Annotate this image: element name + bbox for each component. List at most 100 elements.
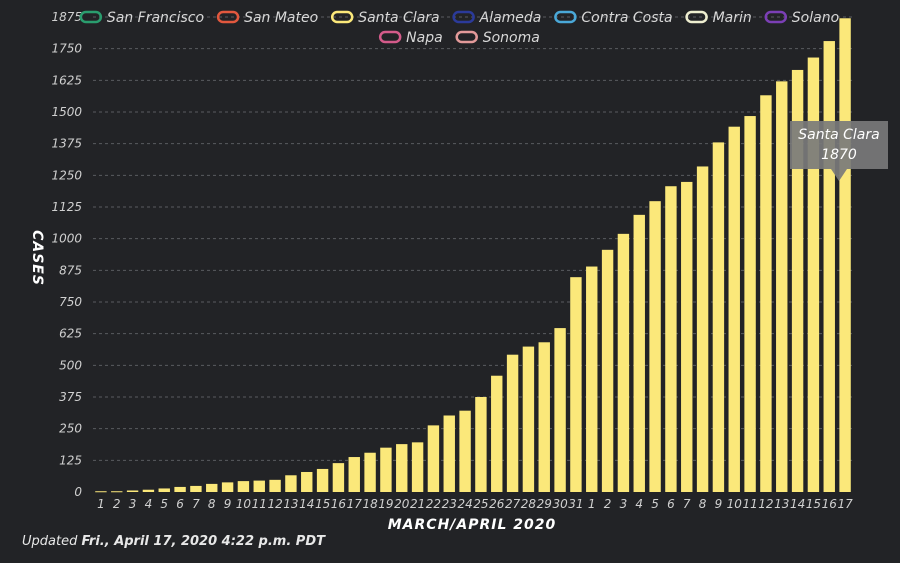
y-axis-ticks: 0 125 250 375 500 625 750 875 1000 1125 1250 1375 15… <box>51 10 82 499</box>
legend-item[interactable]: Napa <box>378 30 443 46</box>
bar[interactable] <box>126 490 139 492</box>
bar[interactable] <box>142 489 155 492</box>
legend-item[interactable]: Sonoma <box>455 30 540 46</box>
bar[interactable] <box>475 397 487 492</box>
bar[interactable] <box>633 214 645 492</box>
bar[interactable] <box>744 116 756 492</box>
tooltip-value: 1870 <box>821 147 857 163</box>
bar[interactable] <box>174 486 186 492</box>
y-tick-label: 750 <box>59 295 82 309</box>
x-tick-label: 15 <box>315 497 330 511</box>
legend-item[interactable]: Marin <box>685 10 752 26</box>
legend-label: Santa Clara <box>358 10 439 26</box>
y-tick-label: 1000 <box>51 232 82 246</box>
x-tick-label: 12 <box>758 497 773 511</box>
y-tick-label: 1750 <box>51 42 82 56</box>
bar[interactable] <box>586 266 598 492</box>
x-tick-label: 7 <box>192 497 200 511</box>
x-tick-label: 14 <box>790 497 805 511</box>
x-tick-label: 3 <box>620 497 628 511</box>
bar[interactable] <box>364 452 376 492</box>
bar[interactable] <box>443 415 455 492</box>
bar[interactable] <box>791 69 804 493</box>
bar[interactable] <box>237 481 250 492</box>
footer-date: Fri., April 17, 2020 4:22 p.m. PDT <box>81 534 325 549</box>
y-axis-title: CASES <box>29 230 45 286</box>
legend-item[interactable]: Contra Costa <box>554 10 673 26</box>
x-tick-label: 2 <box>113 497 121 511</box>
y-tick-label: 1625 <box>51 73 82 87</box>
x-tick-label: 13 <box>774 497 789 511</box>
bar[interactable] <box>221 482 234 492</box>
bar[interactable] <box>839 18 851 493</box>
x-tick-label: 2 <box>604 497 612 511</box>
bar[interactable] <box>253 480 265 492</box>
bar[interactable] <box>348 457 360 492</box>
bar[interactable] <box>380 447 392 492</box>
bar[interactable] <box>95 491 107 493</box>
y-tick-label: 1125 <box>51 200 82 214</box>
x-tick-label: 1 <box>588 497 596 511</box>
x-tick-label: 3 <box>129 497 137 511</box>
bar[interactable] <box>570 277 582 492</box>
bar[interactable] <box>696 166 709 492</box>
x-tick-label: 28 <box>521 497 537 511</box>
bar[interactable] <box>538 342 550 492</box>
x-tick-label: 13 <box>283 497 298 511</box>
bar[interactable] <box>506 354 519 492</box>
bar[interactable] <box>760 95 772 492</box>
x-tick-label: 16 <box>331 497 347 511</box>
y-tick-label: 125 <box>59 453 82 467</box>
bar[interactable] <box>427 425 440 492</box>
x-tick-label: 14 <box>299 497 314 511</box>
bar[interactable] <box>807 57 820 493</box>
bar[interactable] <box>665 186 677 492</box>
x-tick-label: 1 <box>97 497 105 511</box>
legend-item[interactable]: San Mateo <box>216 10 318 26</box>
x-tick-label: 4 <box>145 497 153 511</box>
legend-label: Solano <box>792 10 839 26</box>
bar[interactable] <box>554 328 566 492</box>
bar[interactable] <box>316 468 329 492</box>
bar[interactable] <box>491 375 503 492</box>
bar[interactable] <box>776 81 788 492</box>
legend-item[interactable]: Alameda <box>452 10 542 26</box>
x-tick-label: 29 <box>537 497 552 511</box>
bar[interactable] <box>158 488 170 492</box>
bar[interactable] <box>206 483 218 492</box>
legend-item[interactable]: Santa Clara <box>330 10 440 26</box>
legend: San Francisco San Mateo Santa Clara Alameda… <box>79 10 839 46</box>
legend-item[interactable]: Solano <box>764 10 839 26</box>
bar[interactable] <box>396 444 408 492</box>
legend-item[interactable]: San Francisco <box>79 10 204 26</box>
bar[interactable] <box>522 346 535 492</box>
y-tick-label: 625 <box>59 327 82 341</box>
bar[interactable] <box>411 442 424 492</box>
bar[interactable] <box>111 491 123 493</box>
legend-label: San Mateo <box>244 10 318 26</box>
bar[interactable] <box>649 201 661 492</box>
bar[interactable] <box>285 475 297 492</box>
bar[interactable] <box>459 410 471 492</box>
x-tick-label: 22 <box>426 497 441 511</box>
bar[interactable] <box>601 249 614 492</box>
bar[interactable] <box>617 233 630 492</box>
bar[interactable] <box>728 126 740 493</box>
x-tick-label: 26 <box>489 497 505 511</box>
bar[interactable] <box>190 485 202 492</box>
x-tick-label: 27 <box>505 497 521 511</box>
bar[interactable] <box>301 471 313 492</box>
bar[interactable] <box>269 479 281 492</box>
y-tick-label: 375 <box>59 390 82 404</box>
bar[interactable] <box>823 41 835 493</box>
bar[interactable] <box>712 142 725 492</box>
y-tick-label: 500 <box>59 358 82 372</box>
x-tick-label: 16 <box>822 497 838 511</box>
y-tick-label: 1250 <box>51 168 82 182</box>
x-tick-label: 4 <box>635 497 643 511</box>
legend-swatch <box>554 10 577 24</box>
bar[interactable] <box>332 463 345 492</box>
legend-swatch <box>216 10 240 24</box>
x-tick-label: 5 <box>651 497 659 511</box>
bar[interactable] <box>681 181 693 493</box>
